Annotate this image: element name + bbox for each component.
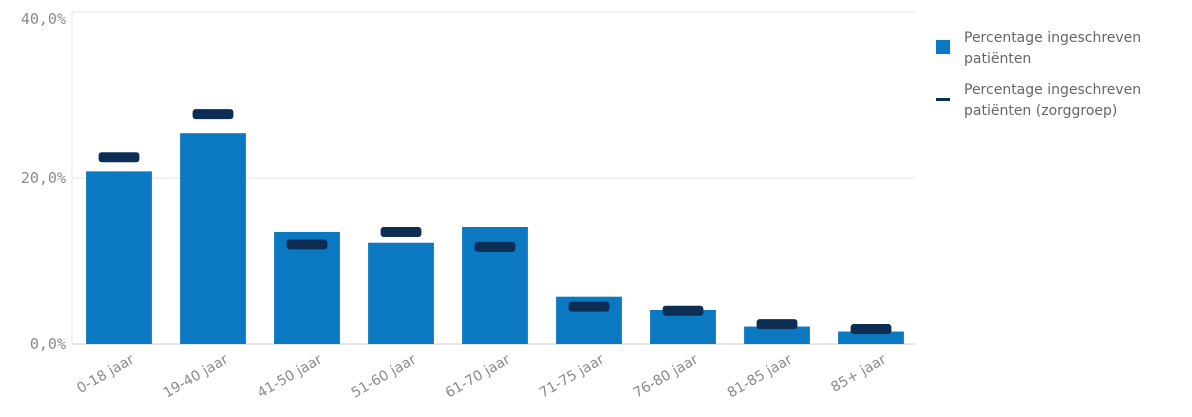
bar[interactable]: [368, 242, 434, 344]
x-tick-label: 41-50 jaar: [255, 351, 326, 401]
bar[interactable]: [86, 171, 152, 344]
x-tick-label: 0-18 jaar: [74, 351, 137, 396]
legend-item-zorggroep[interactable]: Percentage ingeschreven patiënten (zorgg…: [928, 80, 1188, 122]
legend: Percentage ingeschreven patiënten Percen…: [928, 28, 1188, 132]
bar[interactable]: [274, 231, 340, 344]
zorggroep-marker[interactable]: [568, 301, 610, 312]
x-tick-label: 19-40 jaar: [161, 351, 232, 401]
bar[interactable]: [744, 326, 810, 344]
x-tick-label: 51-60 jaar: [349, 351, 420, 401]
zorggroep-marker[interactable]: [98, 152, 140, 163]
bar-chart: 0,0% 20,0% 40,0% 0-18 jaar 19-40 jaar 41…: [21, 10, 915, 401]
zorggroep-marker[interactable]: [756, 319, 798, 330]
x-axis-ticks: 0-18 jaar 19-40 jaar 41-50 jaar 51-60 ja…: [74, 351, 889, 401]
legend-square-swatch: [936, 40, 950, 54]
zorggroep-marker[interactable]: [662, 305, 704, 316]
x-tick-label: 81-85 jaar: [725, 351, 796, 401]
legend-label: Percentage ingeschreven patiënten (zorgg…: [964, 82, 1142, 119]
zorggroep-marker[interactable]: [286, 239, 328, 250]
bar[interactable]: [180, 133, 246, 344]
legend-line-swatch: [936, 98, 950, 101]
legend-label: Percentage ingeschreven patiënten: [964, 30, 1142, 67]
zorggroep-marker[interactable]: [474, 241, 516, 252]
y-tick-label: 20,0%: [21, 169, 66, 187]
x-tick-label: 76-80 jaar: [631, 351, 702, 401]
x-tick-label: 85+ jaar: [828, 351, 889, 395]
legend-item-patienten[interactable]: Percentage ingeschreven patiënten: [928, 28, 1188, 70]
zorggroep-marker[interactable]: [380, 226, 422, 237]
bar[interactable]: [838, 331, 904, 344]
y-tick-label: 40,0%: [21, 10, 66, 28]
y-axis-ticks: 0,0% 20,0% 40,0%: [21, 10, 66, 353]
x-tick-label: 61-70 jaar: [443, 351, 514, 401]
y-tick-label: 0,0%: [30, 335, 66, 353]
zorggroep-marker[interactable]: [850, 324, 892, 335]
bars: [86, 133, 904, 344]
zorggroep-markers: [98, 109, 892, 335]
x-tick-label: 71-75 jaar: [537, 351, 608, 401]
zorggroep-marker[interactable]: [192, 109, 234, 120]
